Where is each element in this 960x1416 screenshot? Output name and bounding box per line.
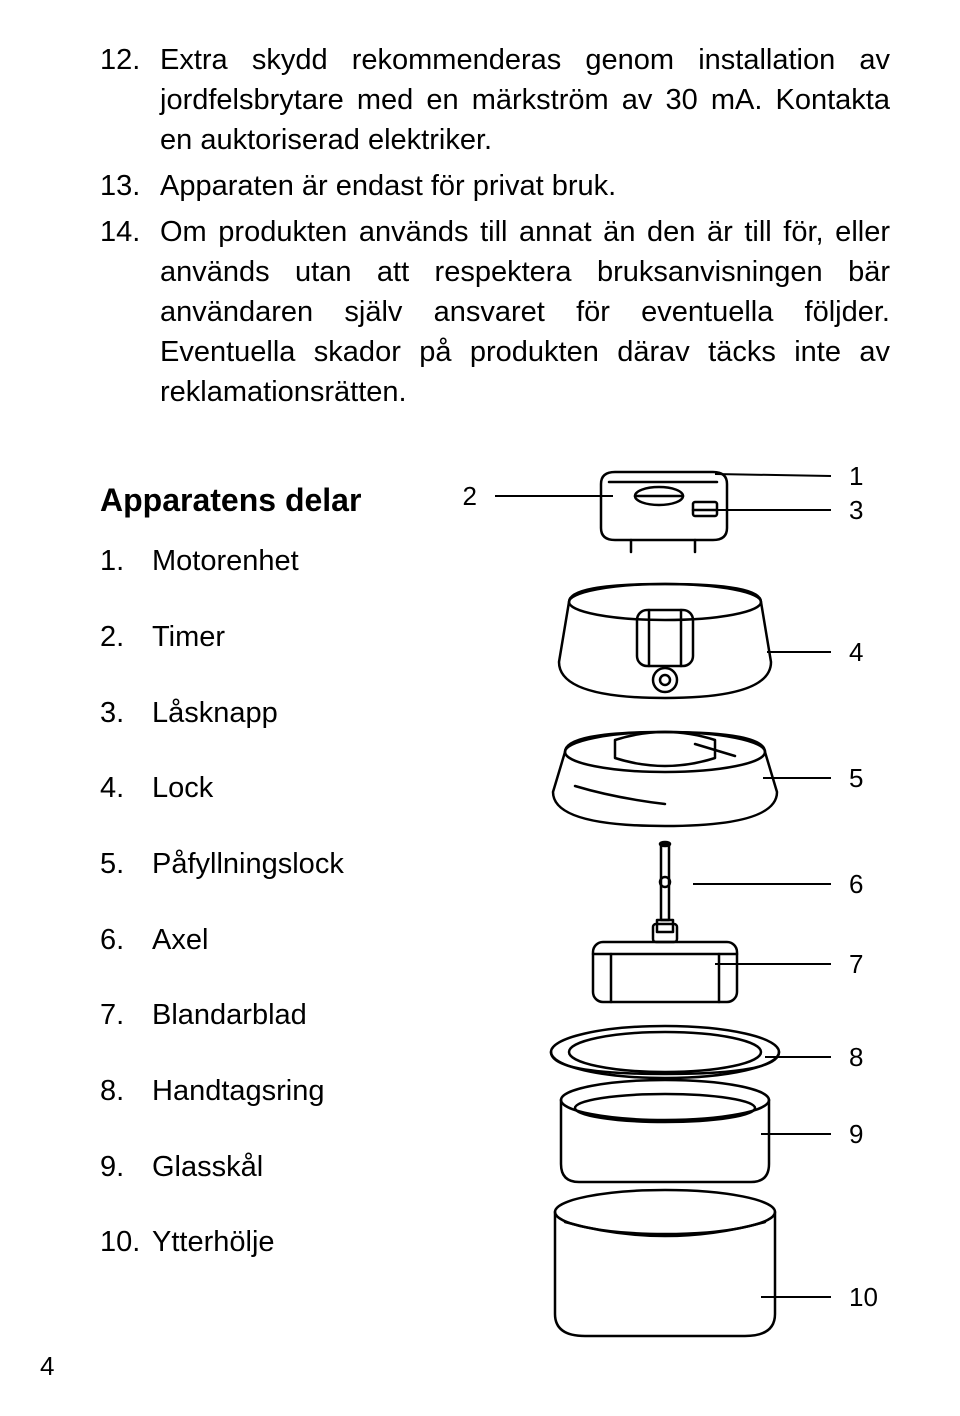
svg-text:4: 4 <box>849 637 863 667</box>
feed-lid-icon <box>553 732 777 826</box>
svg-text:6: 6 <box>849 869 863 899</box>
svg-text:8: 8 <box>849 1042 863 1072</box>
parts-heading: Apparatens delar <box>100 482 420 519</box>
part-number: 1. <box>100 543 152 581</box>
parts-list: 1. Motorenhet 2. Timer 3. Låsknapp 4. Lo… <box>100 543 420 1262</box>
part-item: 9. Glasskål <box>100 1149 420 1187</box>
part-label: Handtagsring <box>152 1073 420 1111</box>
part-item: 3. Låsknapp <box>100 695 420 733</box>
safety-instruction: 13. Apparaten är endast för privat bruk. <box>100 166 890 206</box>
part-label: Ytterhölje <box>152 1224 420 1262</box>
part-item: 4. Lock <box>100 770 420 808</box>
list-number: 14. <box>100 212 160 252</box>
parts-column: Apparatens delar 1. Motorenhet 2. Timer … <box>100 452 420 1300</box>
part-item: 8. Handtagsring <box>100 1073 420 1111</box>
part-number: 9. <box>100 1149 152 1187</box>
exploded-diagram: 1 2 3 4 5 6 7 8 9 10 <box>460 452 890 1352</box>
part-label: Motorenhet <box>152 543 420 581</box>
lid-icon <box>559 584 771 698</box>
svg-text:10: 10 <box>849 1282 878 1312</box>
svg-text:7: 7 <box>849 949 863 979</box>
list-text: Extra skydd rekommenderas genom installa… <box>160 40 890 160</box>
svg-text:2: 2 <box>463 481 477 511</box>
part-number: 4. <box>100 770 152 808</box>
parts-section: Apparatens delar 1. Motorenhet 2. Timer … <box>100 452 890 1352</box>
part-label: Glasskål <box>152 1149 420 1187</box>
part-item: 1. Motorenhet <box>100 543 420 581</box>
list-number: 13. <box>100 166 160 206</box>
part-label: Blandarblad <box>152 997 420 1035</box>
part-label: Lock <box>152 770 420 808</box>
list-number: 12. <box>100 40 160 80</box>
axle-icon <box>657 842 673 932</box>
safety-instructions-list: 12. Extra skydd rekommenderas genom inst… <box>100 40 890 412</box>
handle-ring-icon <box>551 1026 779 1078</box>
part-number: 6. <box>100 922 152 960</box>
svg-text:1: 1 <box>849 461 863 491</box>
svg-text:9: 9 <box>849 1119 863 1149</box>
part-label: Axel <box>152 922 420 960</box>
svg-text:5: 5 <box>849 763 863 793</box>
motor-unit-icon <box>601 472 727 552</box>
part-item: 7. Blandarblad <box>100 997 420 1035</box>
part-item: 10. Ytterhölje <box>100 1224 420 1262</box>
svg-text:3: 3 <box>849 495 863 525</box>
part-label: Timer <box>152 619 420 657</box>
part-number: 3. <box>100 695 152 733</box>
part-label: Låsknapp <box>152 695 420 733</box>
diagram-svg-icon: 1 2 3 4 5 6 7 8 9 10 <box>460 452 890 1352</box>
part-item: 2. Timer <box>100 619 420 657</box>
safety-instruction: 12. Extra skydd rekommenderas genom inst… <box>100 40 890 160</box>
safety-instruction: 14. Om produkten används till annat än d… <box>100 212 890 412</box>
part-item: 6. Axel <box>100 922 420 960</box>
part-number: 8. <box>100 1073 152 1111</box>
manual-page: 12. Extra skydd rekommenderas genom inst… <box>0 0 960 1416</box>
part-item: 5. Påfyllningslock <box>100 846 420 884</box>
outer-housing-icon <box>555 1190 775 1336</box>
list-text: Om produkten används till annat än den ä… <box>160 212 890 412</box>
part-number: 5. <box>100 846 152 884</box>
part-number: 10. <box>100 1224 152 1262</box>
part-label: Påfyllningslock <box>152 846 420 884</box>
glass-bowl-icon <box>561 1080 769 1182</box>
part-number: 2. <box>100 619 152 657</box>
page-number: 4 <box>40 1351 54 1382</box>
list-text: Apparaten är endast för privat bruk. <box>160 166 890 206</box>
part-number: 7. <box>100 997 152 1035</box>
